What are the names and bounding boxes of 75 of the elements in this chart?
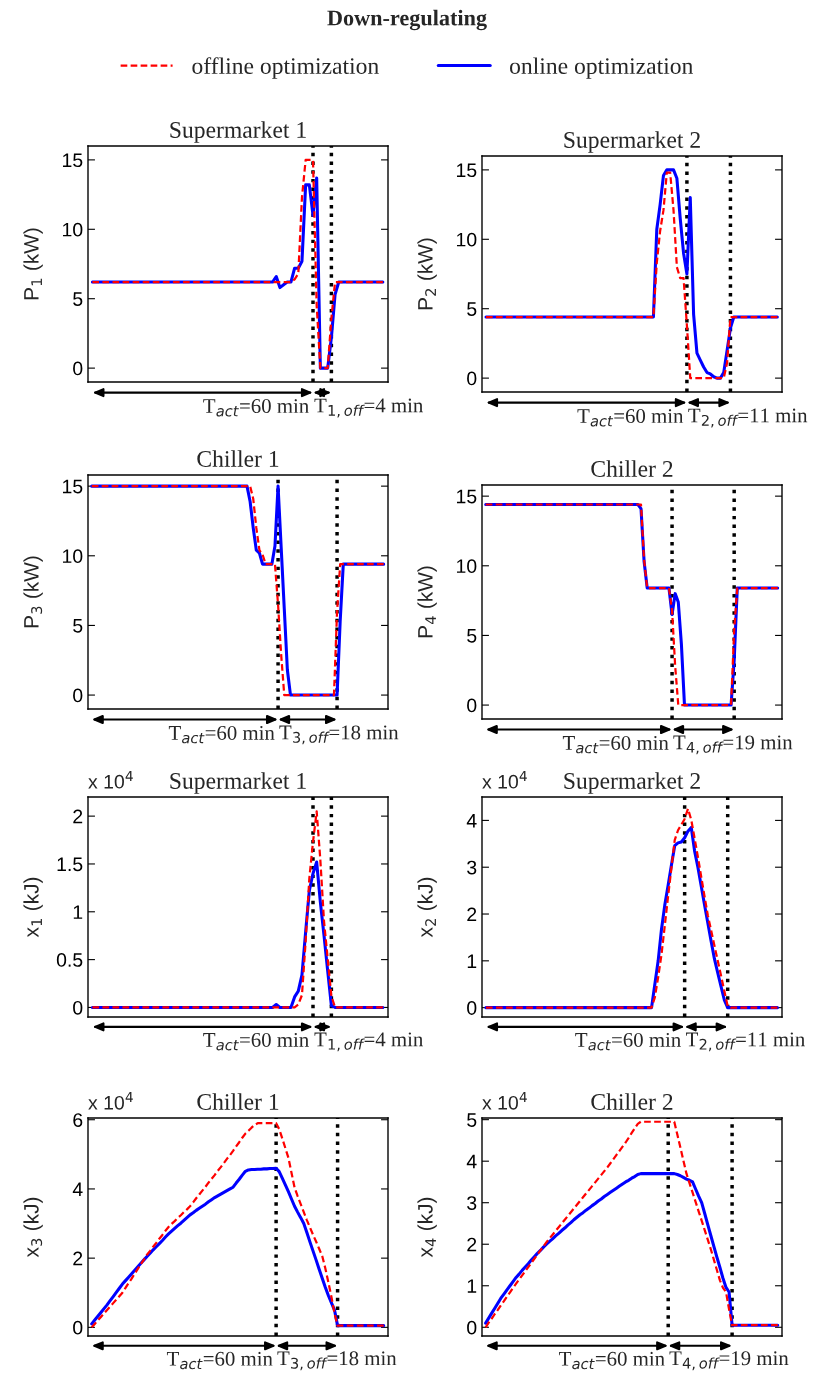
y-tick-label: 6 xyxy=(73,1113,83,1127)
chart-title: Chiller 1 xyxy=(197,1093,279,1110)
text: T$_{act}$=60 min xyxy=(168,725,275,744)
chart-title: Supermarket 2 xyxy=(564,131,700,153)
text: x 10$^{4}$ xyxy=(482,771,527,789)
y-tick-label: 1 xyxy=(73,905,83,919)
text: T$_{act}$=60 min xyxy=(562,735,669,754)
y-tick-label: 0 xyxy=(467,698,477,713)
y-tick-label: 5 xyxy=(467,629,477,643)
chart-title: Supermarket 1 xyxy=(170,772,306,794)
y-tick-label: 2 xyxy=(467,907,477,922)
text: T$_{act}$=60 min xyxy=(203,399,309,417)
y-axis-title: P$_{4}$ (kW) xyxy=(417,566,437,638)
y-axis-title: x$_{3}$ (kJ) xyxy=(23,1197,43,1258)
y-tick-label: 4 xyxy=(466,814,477,828)
text: x 10$^{4}$ xyxy=(88,771,133,789)
text: T$_{4,off}$=19 min xyxy=(673,735,793,755)
chart-title: Chiller 1 xyxy=(197,450,279,467)
y-tick-label: 0 xyxy=(73,1320,83,1335)
y-tick-label: 0.5 xyxy=(56,953,83,967)
y-axis-title: x$_{4}$ (kJ) xyxy=(417,1197,437,1258)
y-tick-label: 1 xyxy=(467,954,477,968)
text: x 10$^{4}$ xyxy=(88,1092,133,1110)
y-tick-label: 15 xyxy=(457,163,477,178)
y-axis-title: P$_{1}$ (kW) xyxy=(23,228,43,300)
y-tick-label: 0 xyxy=(73,361,83,376)
chart-title: Chiller 2 xyxy=(591,460,673,477)
y-axis-title: P$_{3}$ (kW) xyxy=(23,556,43,628)
text: T$_{act}$=60 min xyxy=(575,1032,681,1051)
chart-title: Supermarket 1 xyxy=(170,121,306,143)
y-tick-label: 0 xyxy=(73,1000,83,1015)
y-tick-label: 1.5 xyxy=(57,857,83,872)
y-tick-label: 1 xyxy=(467,1279,477,1293)
text: T$_{2,off}$=11 min xyxy=(686,1032,805,1052)
text: Down-regulating xyxy=(327,9,487,31)
text: T$_{act}$=60 min xyxy=(203,1032,309,1051)
y-tick-label: 10 xyxy=(457,559,477,574)
text: T$_{4,off}$=19 min xyxy=(669,1351,789,1371)
y-tick-label: 2 xyxy=(467,1237,477,1252)
y-tick-label: 15 xyxy=(63,153,83,168)
text: x 10$^{4}$ xyxy=(482,1092,527,1110)
y-tick-label: 15 xyxy=(63,479,83,494)
legend-label: online optimization xyxy=(510,57,694,79)
y-tick-label: 15 xyxy=(457,489,477,504)
y-tick-label: 0 xyxy=(467,1001,477,1015)
y-tick-label: 5 xyxy=(73,619,83,633)
chart-title: Supermarket 2 xyxy=(564,772,700,794)
text: T$_{act}$=60 min xyxy=(577,409,684,427)
y-tick-label: 10 xyxy=(63,549,83,564)
y-tick-label: 4 xyxy=(466,1154,477,1169)
text: T$_{1,off}$=4 min xyxy=(314,398,424,418)
y-tick-label: 5 xyxy=(467,1113,477,1127)
y-axis-title: P$_{2}$ (kW) xyxy=(417,238,437,310)
y-tick-label: 2 xyxy=(73,809,83,824)
y-tick-label: 3 xyxy=(467,1196,477,1210)
y-tick-label: 5 xyxy=(73,292,83,306)
y-tick-label: 2 xyxy=(73,1251,83,1266)
y-tick-label: 10 xyxy=(63,222,83,237)
y-axis-title: x$_{2}$ (kJ) xyxy=(417,877,437,938)
text: T$_{3,off}$=18 min xyxy=(277,1351,397,1371)
chart-title: Chiller 2 xyxy=(591,1093,673,1110)
text: T$_{2,off}$=11 min xyxy=(688,408,808,428)
y-tick-label: 3 xyxy=(467,860,477,875)
text: T$_{act}$=60 min xyxy=(166,1351,273,1370)
y-tick-label: 10 xyxy=(457,232,477,247)
y-tick-label: 4 xyxy=(72,1182,83,1196)
y-tick-label: 0 xyxy=(467,1320,477,1335)
y-tick-label: 5 xyxy=(467,302,477,316)
legend-label: offline optimization xyxy=(192,57,379,79)
y-tick-label: 0 xyxy=(73,688,83,703)
y-axis-title: x$_{1}$ (kJ) xyxy=(23,877,43,938)
text: T$_{1,off}$=4 min xyxy=(314,1032,424,1052)
text: T$_{act}$=60 min xyxy=(559,1351,665,1370)
y-tick-label: 0 xyxy=(467,371,477,386)
text: T$_{3,off}$=18 min xyxy=(279,725,399,745)
